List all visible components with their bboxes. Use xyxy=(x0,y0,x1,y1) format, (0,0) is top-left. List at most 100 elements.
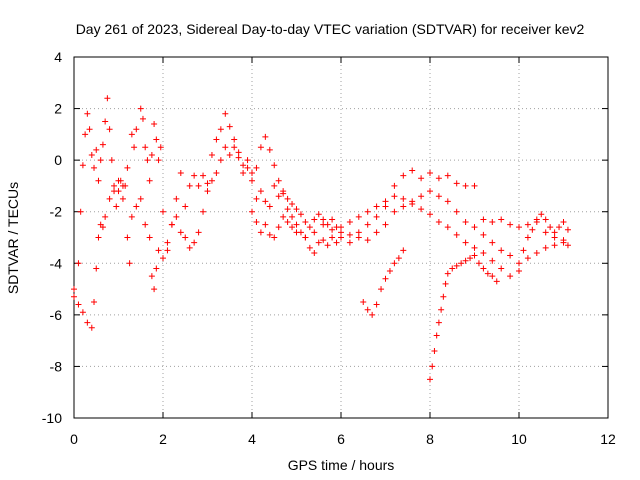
data-point xyxy=(462,257,469,264)
data-point xyxy=(467,255,474,262)
y-tick-label: -10 xyxy=(42,410,62,426)
axis-ticks: 0 2 4 6 8 10 12 4 2 0 -2 -4 -6 -8 -10 xyxy=(42,49,616,447)
data-point xyxy=(442,280,449,287)
x-tick-label: 2 xyxy=(159,431,167,447)
data-point xyxy=(427,188,433,195)
data-point xyxy=(471,224,478,231)
data-point xyxy=(217,126,224,133)
data-point xyxy=(471,182,478,189)
data-point xyxy=(133,203,140,210)
y-tick-label: -2 xyxy=(50,204,63,220)
data-point xyxy=(275,193,282,200)
data-point xyxy=(489,239,496,246)
data-point xyxy=(346,239,353,246)
data-point xyxy=(293,206,300,213)
data-point xyxy=(280,190,287,197)
data-point xyxy=(160,208,166,215)
data-point xyxy=(400,247,407,254)
data-point xyxy=(320,216,327,223)
data-point xyxy=(84,319,91,326)
data-point xyxy=(271,234,278,241)
data-point xyxy=(333,239,340,246)
data-point xyxy=(79,309,86,316)
data-point xyxy=(271,182,278,189)
data-point xyxy=(560,237,567,244)
data-point xyxy=(91,298,98,305)
data-point xyxy=(99,141,106,148)
data-point xyxy=(373,301,380,308)
data-point xyxy=(346,219,353,226)
data-point xyxy=(444,198,451,205)
data-point xyxy=(306,244,313,251)
series-track-e xyxy=(427,252,500,383)
data-point xyxy=(507,273,514,280)
data-point xyxy=(275,177,282,184)
data-point xyxy=(257,188,264,195)
data-point xyxy=(262,221,269,228)
data-point xyxy=(564,242,571,249)
data-point xyxy=(186,182,193,189)
data-point xyxy=(431,347,438,354)
data-point xyxy=(382,203,389,210)
data-point xyxy=(280,213,287,220)
y-tick-label: 4 xyxy=(54,49,62,65)
data-point xyxy=(128,213,135,220)
data-point xyxy=(355,229,362,236)
data-point xyxy=(293,229,300,236)
data-point xyxy=(86,126,93,133)
data-point xyxy=(507,221,514,228)
data-point xyxy=(75,301,82,308)
data-point xyxy=(93,265,100,272)
data-point xyxy=(529,226,536,233)
data-point xyxy=(106,195,113,202)
data-point xyxy=(262,133,269,140)
data-point xyxy=(489,273,496,280)
x-tick-label: 12 xyxy=(600,431,616,447)
data-point xyxy=(155,247,162,254)
data-point xyxy=(551,242,558,249)
data-point xyxy=(204,180,211,187)
data-point xyxy=(364,237,371,244)
data-point xyxy=(542,229,549,236)
data-point xyxy=(462,239,469,246)
data-point xyxy=(302,234,309,241)
data-point xyxy=(453,208,460,215)
data-point xyxy=(99,224,106,231)
data-point xyxy=(155,157,162,164)
x-tick-label: 0 xyxy=(70,431,78,447)
data-point xyxy=(433,332,440,339)
data-point xyxy=(173,195,180,202)
data-point xyxy=(284,219,291,226)
data-point xyxy=(444,224,451,231)
data-point xyxy=(200,172,207,179)
data-point xyxy=(186,244,193,251)
x-axis-label: GPS time / hours xyxy=(288,457,395,473)
data-point xyxy=(253,195,260,202)
data-point xyxy=(435,193,442,200)
data-point xyxy=(489,257,496,264)
y-tick-label: -4 xyxy=(50,255,63,271)
data-point xyxy=(484,270,491,277)
data-point xyxy=(153,265,160,272)
data-point xyxy=(551,234,558,241)
data-point xyxy=(338,224,344,231)
data-point xyxy=(409,167,416,174)
data-point xyxy=(235,154,242,161)
data-point xyxy=(560,219,567,226)
series-track-a xyxy=(71,95,478,293)
data-point xyxy=(226,151,233,158)
data-point xyxy=(391,193,398,200)
data-point xyxy=(146,177,153,184)
data-point xyxy=(142,144,149,151)
data-point xyxy=(329,216,336,223)
data-point xyxy=(449,265,456,272)
y-tick-label: 0 xyxy=(54,152,62,168)
data-point xyxy=(95,234,102,241)
data-point xyxy=(111,188,118,195)
data-point xyxy=(133,126,140,133)
data-point xyxy=(271,162,278,169)
data-point xyxy=(338,234,344,241)
data-point xyxy=(516,224,522,231)
data-point xyxy=(249,177,255,184)
